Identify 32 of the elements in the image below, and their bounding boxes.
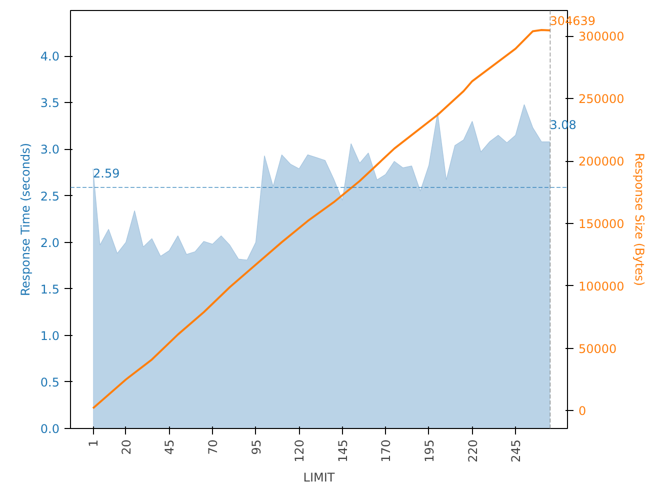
x-tick-label: 120 <box>292 440 307 462</box>
y-tick-label: 1.0 <box>40 328 60 343</box>
line-series <box>92 28 552 410</box>
y-tick-label: 4.0 <box>40 50 60 64</box>
x-tick-label: 195 <box>422 440 436 462</box>
y-tick-label: 3.5 <box>40 96 60 110</box>
y-tick-label: 2.5 <box>40 189 60 204</box>
y-tick-label: 1.5 <box>40 282 60 296</box>
x-tick-label: 95 <box>249 439 264 455</box>
y-tick-label: 0.5 <box>40 375 60 390</box>
x-tick-label: 170 <box>379 440 394 462</box>
x-axis-title: LIMIT <box>303 470 336 484</box>
x-tick-label: 220 <box>466 440 480 462</box>
y2-tick-label: 300000 <box>578 30 624 44</box>
y2-tick-label: 100000 <box>578 279 624 294</box>
y-tick-label: 3.0 <box>40 142 60 157</box>
y2-tick-label: 50000 <box>578 342 617 356</box>
y-tick-label: 0.0 <box>40 422 60 436</box>
x-tick-label: 1 <box>86 439 101 448</box>
y-axis-title: Response Time (seconds) <box>18 142 32 296</box>
x-tick-label: 145 <box>336 440 350 462</box>
y2-axis-title: Response Size (Bytes) <box>632 153 646 286</box>
x-tick-label: 70 <box>206 439 220 455</box>
x-tick-label: 45 <box>162 439 177 455</box>
y2-tick-label: 150000 <box>578 216 624 231</box>
y2-tick-label: 0 <box>578 404 586 418</box>
y2-tick-label: 200000 <box>578 154 624 169</box>
y-tick-label: 2.0 <box>40 236 60 250</box>
y2-tick-label: 250000 <box>578 92 624 106</box>
x-tick-label: 20 <box>119 439 134 455</box>
ref-line-label: 2.59 <box>93 166 120 180</box>
x-tick-label: 245 <box>509 440 524 462</box>
